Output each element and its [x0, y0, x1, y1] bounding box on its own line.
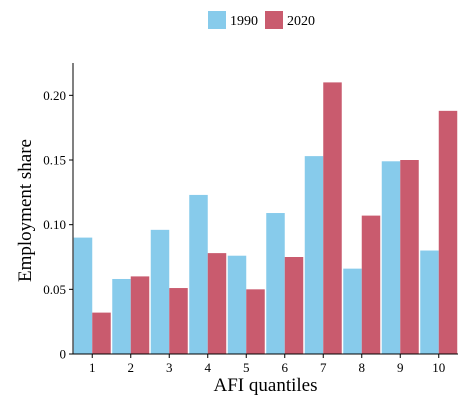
bar-2020-2: [130, 276, 150, 354]
x-tick-label: 9: [397, 360, 404, 375]
x-axis-title: AFI quantiles: [214, 375, 318, 396]
ticks-group: 0 0.05 0.10 0.15 0.20 1 2 3 4 5 6 7 8 9 10: [43, 88, 445, 375]
x-tick-label: 3: [166, 360, 173, 375]
x-tick-label: 1: [89, 360, 96, 375]
bar-2020-6: [284, 257, 304, 354]
bar-2020-3: [169, 288, 188, 354]
bar-2020-5: [246, 289, 265, 354]
bar-1990-2: [112, 278, 131, 354]
bar-1990-3: [150, 229, 170, 354]
x-tick-label: 7: [320, 360, 327, 375]
bar-2020-9: [400, 160, 419, 354]
y-axis-title: Employment share: [15, 139, 36, 282]
y-tick-label: 0.15: [43, 153, 66, 168]
y-tick-label: 0.10: [43, 217, 66, 232]
x-tick-label: 8: [359, 360, 366, 375]
x-tick-label: 6: [282, 360, 289, 375]
bar-2020-7: [323, 82, 342, 355]
y-tick-label: 0.20: [43, 88, 66, 103]
axes-group: [72, 63, 458, 355]
bar-2020-8: [361, 215, 381, 354]
x-tick-label: 5: [243, 360, 250, 375]
y-tick-label: 0: [60, 347, 67, 362]
bar-2020-10: [438, 110, 458, 354]
legend-label-2020: 2020: [287, 14, 315, 29]
bar-1990-9: [381, 161, 401, 354]
bar-1990-1: [73, 237, 93, 354]
bar-2020-4: [207, 253, 227, 354]
x-tick-label: 10: [432, 360, 445, 375]
y-tick-label: 0.05: [43, 282, 66, 297]
bar-1990-5: [227, 255, 247, 354]
legend-swatch-1990: [208, 11, 226, 29]
legend-label-1990: 1990: [230, 14, 258, 29]
x-tick-label: 2: [128, 360, 135, 375]
bar-1990-4: [189, 194, 208, 354]
bar-1990-7: [304, 156, 324, 354]
bar-1990-10: [420, 250, 439, 354]
legend-swatch-2020: [265, 11, 283, 29]
bar-1990-8: [343, 268, 362, 354]
bar-2020-1: [92, 312, 111, 354]
bars-group: [73, 82, 458, 355]
x-tick-label: 4: [205, 360, 212, 375]
bar-1990-6: [266, 213, 285, 354]
legend: 1990 2020: [208, 11, 315, 29]
